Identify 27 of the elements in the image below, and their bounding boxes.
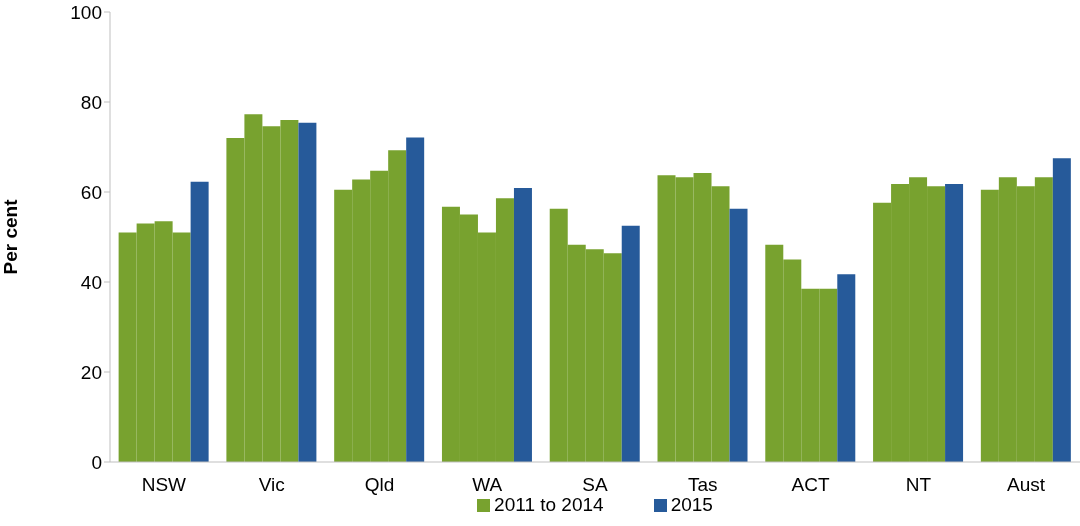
legend-label: 2011 to 2014 xyxy=(494,494,604,516)
x-tick-label: Qld xyxy=(364,474,395,496)
x-tick-label: NSW xyxy=(141,474,187,496)
x-tick-label: ACT xyxy=(791,474,830,496)
y-tick-label: 80 xyxy=(80,91,102,113)
x-tick-label: NT xyxy=(905,474,932,496)
x-tick-label: Aust xyxy=(1007,474,1046,496)
x-tick-label: Vic xyxy=(258,474,285,496)
legend-label: 2015 xyxy=(670,494,713,516)
bar xyxy=(298,122,317,462)
y-axis-title: Per cent xyxy=(0,198,21,275)
bar xyxy=(621,225,640,462)
y-tick-label: 0 xyxy=(91,451,102,473)
bar xyxy=(190,181,209,462)
y-tick-label: 60 xyxy=(80,181,102,203)
bar xyxy=(1052,158,1071,462)
y-tick-label: 20 xyxy=(80,361,102,383)
bar xyxy=(406,137,425,462)
bar xyxy=(945,183,964,462)
bar xyxy=(729,208,748,462)
y-tick-label: 40 xyxy=(80,271,102,293)
bar xyxy=(837,274,856,462)
x-tick-label: WA xyxy=(472,474,503,496)
y-tick-label: 100 xyxy=(70,1,102,23)
x-tick-label: Tas xyxy=(687,474,718,496)
x-tick-label: SA xyxy=(582,474,608,496)
bar xyxy=(513,187,532,462)
